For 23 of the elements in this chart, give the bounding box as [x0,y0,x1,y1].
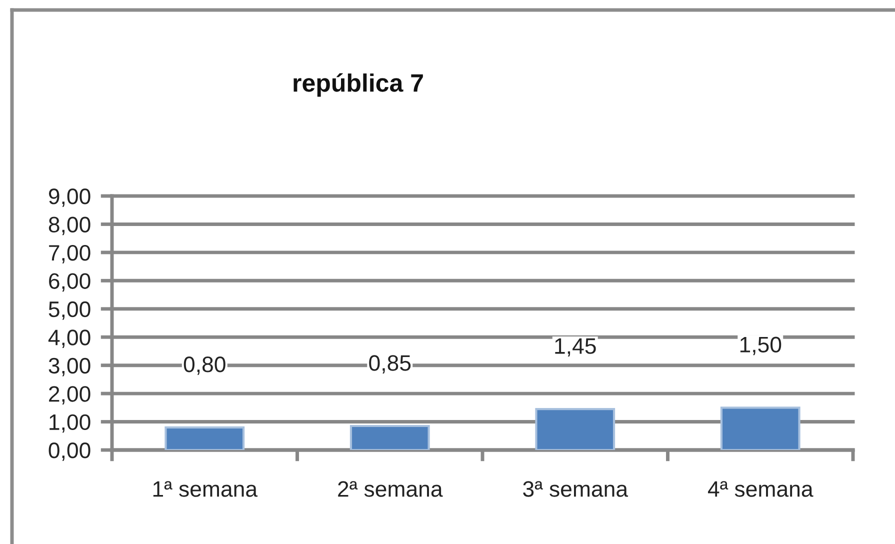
y-tick-label: 2,00 [49,386,90,404]
y-tick-label: 9,00 [48,188,90,207]
y-tick-label: 1,00 [50,414,90,433]
chart-title: república 7 [294,73,423,97]
y-tick-label: 0,00 [48,442,90,461]
x-tick-label: 2ª semana [338,481,443,497]
y-tick-label: 3,00 [48,358,90,376]
bar [720,406,800,450]
x-tick-label: 1ª semana [153,481,258,497]
data-label: 1,45 [555,338,596,357]
bar [350,424,430,450]
y-tick-label: 5,00 [48,301,90,320]
data-label: 0,85 [369,355,411,374]
data-label: 1,50 [740,336,782,356]
y-tick-label: 8,00 [48,216,90,236]
x-tick-label: 4ª semana [708,481,814,497]
y-tick-label: 4,00 [48,330,90,348]
y-tick-label: 7,00 [49,244,90,264]
bar [164,426,245,450]
bar [535,408,616,450]
y-tick-label: 6,00 [49,273,90,292]
data-label: 0,80 [184,356,226,375]
x-tick-label: 3ª semana [523,481,628,497]
